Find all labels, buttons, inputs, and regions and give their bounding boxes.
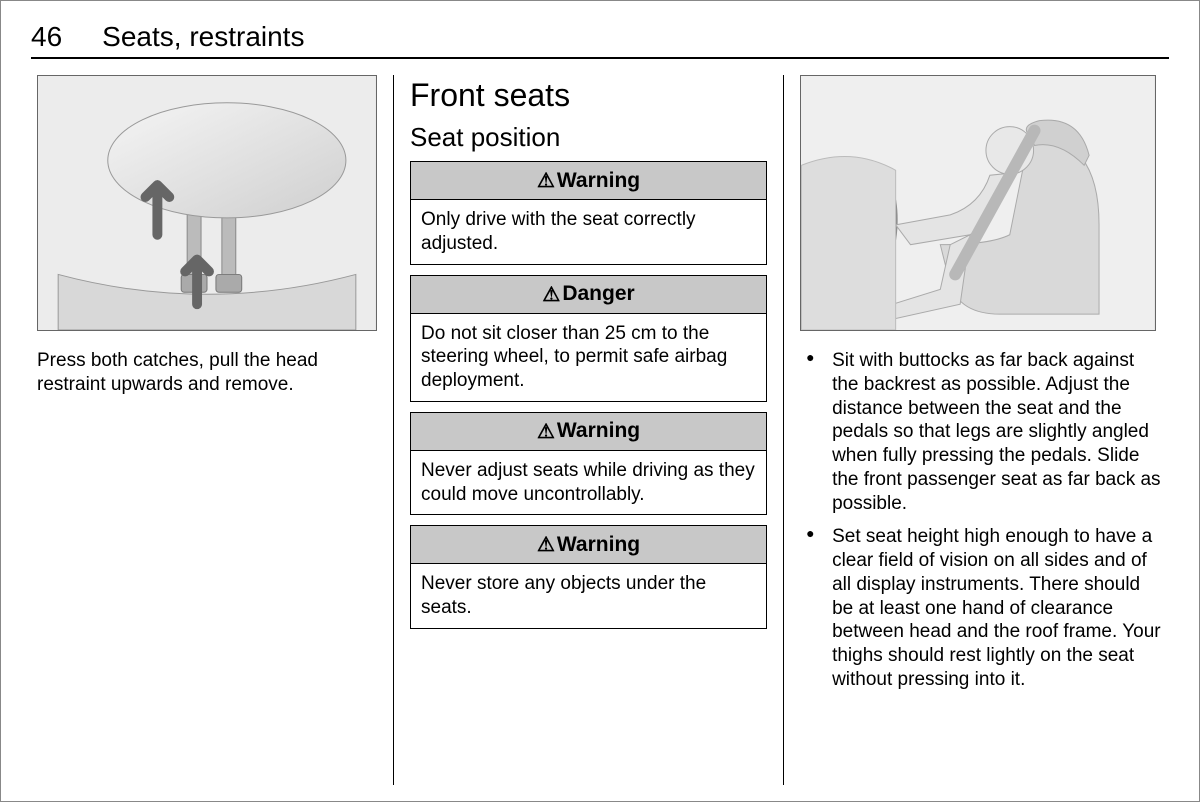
seating-position-illustration xyxy=(800,75,1156,331)
page-header: 46 Seats, restraints xyxy=(31,21,1169,59)
list-item: Set seat height high enough to have a cl… xyxy=(800,525,1163,691)
notice-head-2: ⚠ Danger xyxy=(411,276,766,314)
content-columns: Press both catches, pull the head restra… xyxy=(31,75,1169,785)
section-title: Seats, restraints xyxy=(102,21,304,53)
notice-head-1: ⚠ Warning xyxy=(411,162,766,200)
notice-box-3: ⚠ Warning Never adjust seats while drivi… xyxy=(410,412,767,516)
warning-icon: ⚠ xyxy=(537,532,555,557)
manual-page: 46 Seats, restraints xyxy=(0,0,1200,802)
seat-guidance-list: Sit with buttocks as far back against th… xyxy=(800,349,1163,702)
notice-label-1: Warning xyxy=(557,169,640,193)
notice-box-4: ⚠ Warning Never store any objects under … xyxy=(410,525,767,629)
notice-text-1: Only drive with the seat correctly adjus… xyxy=(411,200,766,264)
headrest-svg xyxy=(38,76,376,330)
notice-text-4: Never store any objects under the seats. xyxy=(411,564,766,628)
warning-icon: ⚠ xyxy=(542,282,560,307)
notice-head-3: ⚠ Warning xyxy=(411,413,766,451)
column-1: Press both catches, pull the head restra… xyxy=(31,75,393,785)
notice-text-3: Never adjust seats while driving as they… xyxy=(411,451,766,515)
seating-svg xyxy=(801,76,1155,330)
column-2: Front seats Seat position ⚠ Warning Only… xyxy=(393,75,784,785)
notice-label-3: Warning xyxy=(557,419,640,443)
headrest-caption: Press both catches, pull the head restra… xyxy=(37,349,377,397)
notice-box-2: ⚠ Danger Do not sit closer than 25 cm to… xyxy=(410,275,767,402)
notice-text-2: Do not sit closer than 25 cm to the stee… xyxy=(411,314,766,401)
notice-head-4: ⚠ Warning xyxy=(411,526,766,564)
warning-icon: ⚠ xyxy=(537,168,555,193)
notice-label-4: Warning xyxy=(557,533,640,557)
page-number: 46 xyxy=(31,21,62,53)
seat-position-heading: Seat position xyxy=(410,122,767,153)
column-3: Sit with buttocks as far back against th… xyxy=(784,75,1169,785)
notice-box-1: ⚠ Warning Only drive with the seat corre… xyxy=(410,161,767,265)
list-item: Sit with buttocks as far back against th… xyxy=(800,349,1163,515)
warning-icon: ⚠ xyxy=(537,419,555,444)
headrest-illustration xyxy=(37,75,377,331)
notice-label-2: Danger xyxy=(562,282,634,306)
front-seats-heading: Front seats xyxy=(410,77,767,114)
